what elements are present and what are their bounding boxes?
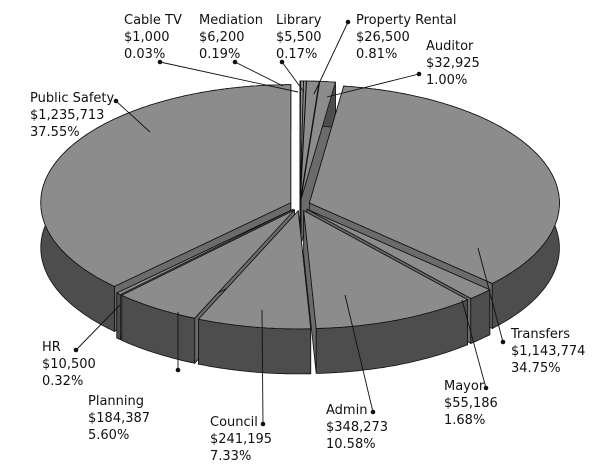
slice-label: Transfers [510, 327, 570, 342]
slice-label: Mayor [444, 379, 485, 394]
leader-dot [175, 367, 181, 373]
pie-slice [306, 208, 491, 299]
percent-label: 0.81% [356, 47, 397, 62]
pie-slice [308, 85, 560, 284]
slice-label: Planning [88, 394, 144, 409]
slice-label: Library [276, 13, 322, 28]
value-label: $1,143,774 [511, 344, 585, 359]
leader-dot [483, 385, 489, 391]
value-label: $1,235,713 [30, 108, 104, 123]
percent-label: 7.33% [210, 449, 251, 464]
value-label: $241,195 [210, 432, 272, 447]
leader-line [75, 304, 121, 351]
leader-dot [157, 59, 163, 65]
percent-label: 34.75% [511, 361, 561, 376]
leader-line [234, 61, 284, 87]
pie-slice [300, 81, 336, 200]
percent-label: 0.32% [42, 374, 83, 389]
leader-line [115, 100, 151, 133]
leader-dot [232, 59, 238, 65]
percent-label: 1.68% [444, 413, 485, 428]
leader-dot [279, 59, 285, 65]
value-label: $5,500 [276, 30, 322, 45]
slice-label: Auditor [426, 39, 474, 54]
leader-dot [370, 409, 376, 415]
leader-line [477, 247, 504, 343]
value-label: $26,500 [356, 30, 410, 45]
leader-line [281, 61, 305, 93]
pie-slice [303, 209, 469, 329]
value-label: $184,387 [88, 411, 150, 426]
leader-dot [113, 98, 119, 104]
pie-slice [300, 80, 320, 200]
slice-label: Admin [326, 403, 367, 418]
percent-label: 0.03% [124, 47, 165, 62]
leader-line [313, 21, 349, 95]
slice-label: Public Safety [30, 91, 114, 106]
percent-label: 0.19% [199, 47, 240, 62]
percent-label: 0.17% [276, 47, 317, 62]
pie-slice [197, 209, 312, 330]
leader-dot [500, 339, 506, 345]
value-label: $348,273 [326, 420, 388, 435]
percent-label: 10.58% [326, 437, 376, 452]
leader-line [261, 309, 264, 425]
value-label: $10,500 [42, 357, 96, 372]
slice-label: Mediation [199, 13, 263, 28]
leader-line [159, 61, 299, 93]
slice-label: HR [42, 340, 61, 355]
pie-slice [115, 208, 294, 296]
value-label: $6,200 [199, 30, 245, 45]
slice-label: Council [210, 415, 258, 430]
pie-tops [40, 80, 560, 330]
leader-dot [73, 347, 79, 353]
leader-dot [345, 19, 351, 25]
leader-dot [260, 421, 266, 427]
slice-side [470, 289, 491, 344]
value-label: $1,000 [124, 30, 170, 45]
leader-line [326, 73, 420, 98]
pie-slice [40, 84, 292, 287]
slice-side [116, 292, 121, 341]
leader-line [344, 294, 374, 413]
value-label: $55,186 [444, 396, 498, 411]
leader-dot [416, 71, 422, 77]
slice-label: Property Rental [356, 13, 457, 28]
pie-slice [120, 209, 295, 319]
slice-label: Cable TV [124, 13, 182, 28]
leader-line [461, 299, 487, 389]
value-label: $32,925 [426, 56, 480, 71]
percent-label: 5.60% [88, 428, 129, 443]
percent-label: 37.55% [30, 125, 80, 140]
percent-label: 1.00% [426, 73, 467, 88]
